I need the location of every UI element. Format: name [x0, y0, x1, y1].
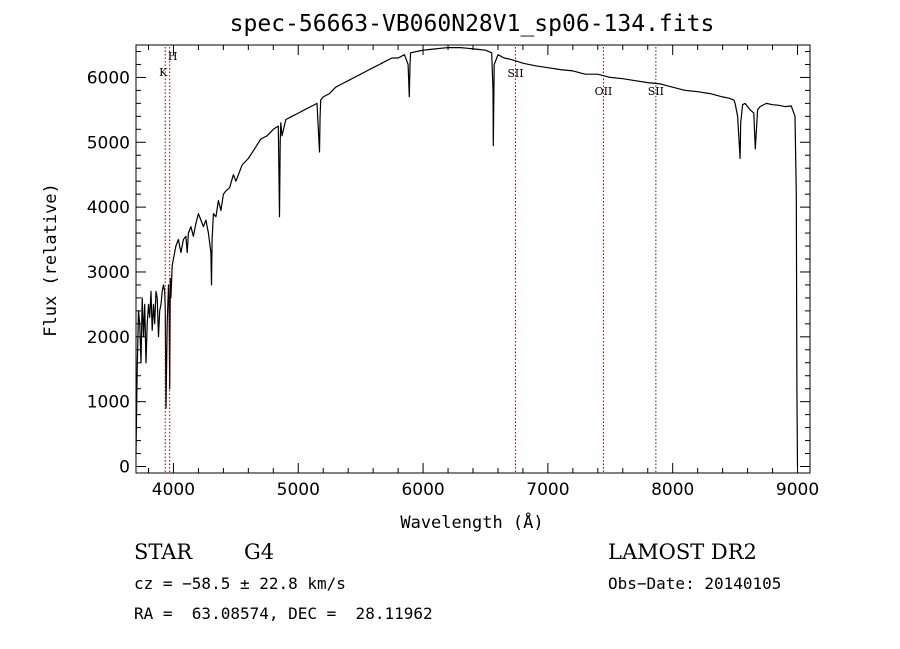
x-tick-label: 8000 [651, 480, 694, 500]
y-tick-label: 4000 [87, 198, 130, 218]
x-tick-label: 6000 [401, 480, 444, 500]
marker-label-sii: SII [648, 85, 664, 98]
x-tick-label: 9000 [776, 480, 819, 500]
marker-label-k: K [159, 66, 168, 79]
object-type: STAR [134, 540, 193, 564]
obs-date-text: Obs−Date: 20140105 [608, 574, 782, 593]
y-tick-label: 1000 [87, 393, 130, 413]
marker-label-oii: OII [595, 85, 613, 98]
spectrum-series-line [135, 46, 799, 467]
y-tick-label: 6000 [87, 68, 130, 88]
plot-frame [135, 44, 811, 474]
x-tick-label: 4000 [152, 480, 195, 500]
marker-label-h: H [168, 50, 178, 63]
marker-label-sii: SII [507, 67, 523, 80]
x-tick-label: 5000 [277, 480, 320, 500]
redshift-text: cz = −58.5 ± 22.8 km/s [134, 574, 346, 593]
y-tick-label: 3000 [87, 263, 130, 283]
y-tick-label: 0 [119, 458, 130, 478]
axes: 4000 5000 6000 7000 8000 9000 0 1000 2000 3000 400… [87, 44, 819, 500]
plot-area [135, 46, 799, 467]
survey-name: LAMOST DR2 [608, 540, 757, 564]
object-subclass: G4 [244, 540, 275, 564]
x-axis-label: Wavelength (Å) [400, 511, 543, 533]
x-tick-label: 7000 [526, 480, 569, 500]
y-tick-label: 2000 [87, 328, 130, 348]
chart-title: spec-56663-VB060N28V1_sp06-134.fits [230, 11, 715, 37]
coordinates-text: RA = 63.08574, DEC = 28.11962 [134, 604, 433, 623]
emission-line-markers: HK SII OII SII [159, 47, 664, 473]
y-axis-label: Flux (relative) [41, 183, 61, 337]
y-tick-label: 5000 [87, 133, 130, 153]
